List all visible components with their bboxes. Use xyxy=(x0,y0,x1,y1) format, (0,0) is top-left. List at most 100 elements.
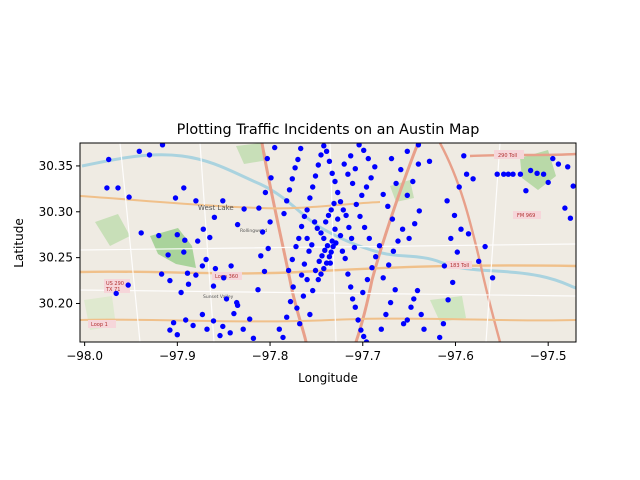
incident-point xyxy=(326,254,333,260)
x-tick-label: −97.8 xyxy=(252,349,289,363)
incident-point xyxy=(138,230,144,236)
incident-point xyxy=(167,327,173,333)
incident-point xyxy=(412,221,418,227)
incident-point xyxy=(284,314,290,320)
incident-point xyxy=(458,226,464,232)
incident-point xyxy=(217,332,223,339)
incident-point xyxy=(300,293,307,299)
incident-point xyxy=(355,317,361,323)
incident-point xyxy=(272,144,278,151)
incident-point xyxy=(461,153,467,159)
svg-text:US 290: US 290 xyxy=(106,281,124,287)
incident-point xyxy=(210,283,217,289)
incident-point xyxy=(352,304,358,310)
incident-point xyxy=(250,335,257,341)
incident-point xyxy=(318,271,324,277)
incident-point xyxy=(210,318,217,324)
incident-point xyxy=(349,296,356,302)
incident-point xyxy=(332,178,338,185)
incident-point xyxy=(332,226,338,232)
svg-text:West Lake: West Lake xyxy=(198,204,234,212)
incident-point xyxy=(400,321,407,327)
incident-point xyxy=(172,195,179,201)
incident-point xyxy=(448,235,454,242)
y-tick-label: 30.25 xyxy=(39,251,73,265)
incident-point xyxy=(304,276,310,283)
svg-text:Loop 1: Loop 1 xyxy=(91,322,108,328)
incident-point xyxy=(326,158,333,164)
incident-point xyxy=(440,321,447,327)
incident-point xyxy=(241,206,247,212)
incident-point xyxy=(331,200,337,207)
incident-point xyxy=(184,270,191,276)
incident-point xyxy=(386,262,392,268)
incident-point xyxy=(190,322,196,329)
incident-points xyxy=(104,143,576,342)
incident-point xyxy=(523,188,529,194)
incident-point xyxy=(456,184,462,190)
incident-point xyxy=(365,155,371,162)
incident-point xyxy=(286,187,293,193)
svg-text:290 Toll: 290 Toll xyxy=(498,153,517,159)
incident-point xyxy=(366,235,372,242)
incident-point xyxy=(240,326,246,332)
incident-point xyxy=(159,143,166,148)
incident-point xyxy=(418,311,424,318)
incident-point xyxy=(292,165,298,171)
incident-point xyxy=(404,192,410,198)
incident-point xyxy=(555,161,562,167)
incident-point xyxy=(267,219,273,225)
incident-point xyxy=(312,173,319,179)
incident-point xyxy=(287,298,294,305)
incident-point xyxy=(380,191,386,198)
incident-point xyxy=(395,238,401,244)
incident-point xyxy=(297,321,303,327)
incident-point xyxy=(363,184,370,190)
incident-point xyxy=(307,311,313,318)
incident-point xyxy=(404,317,410,323)
incident-point xyxy=(505,171,511,177)
y-tick-label: 30.35 xyxy=(39,159,73,173)
x-tick-label: −97.6 xyxy=(437,349,474,363)
incident-point xyxy=(360,289,366,296)
incident-point xyxy=(567,215,574,221)
incident-point xyxy=(476,258,482,264)
incident-point xyxy=(318,230,324,236)
incident-point xyxy=(345,271,351,277)
incident-point xyxy=(211,214,218,220)
incident-point xyxy=(517,171,524,177)
svg-text:Loop 360: Loop 360 xyxy=(215,274,238,280)
svg-text:TX 71: TX 71 xyxy=(105,287,120,293)
incident-point xyxy=(200,226,206,232)
incident-point xyxy=(390,248,397,254)
incident-point xyxy=(416,208,422,214)
incident-point xyxy=(294,305,300,311)
incident-point xyxy=(315,276,321,283)
svg-text:183 Toll: 183 Toll xyxy=(450,263,469,269)
incident-point xyxy=(146,152,153,158)
incident-point xyxy=(284,198,290,204)
incident-point xyxy=(444,198,450,204)
incident-point xyxy=(174,332,180,338)
incident-point xyxy=(204,326,210,332)
incident-point xyxy=(352,166,358,172)
incident-point xyxy=(421,326,427,332)
incident-point xyxy=(295,156,301,163)
incident-point xyxy=(346,224,352,231)
incident-point xyxy=(333,240,339,246)
incident-point xyxy=(258,253,264,259)
incident-point xyxy=(323,260,330,266)
plot-frame xyxy=(79,142,577,343)
incident-point xyxy=(465,231,472,237)
incident-point xyxy=(321,265,327,272)
incident-point xyxy=(361,333,367,340)
incident-point xyxy=(311,219,318,225)
incident-point xyxy=(174,232,180,238)
incident-point xyxy=(349,180,356,187)
incident-point xyxy=(234,299,240,306)
incident-point xyxy=(199,263,206,269)
incident-point xyxy=(309,242,315,248)
incident-point xyxy=(104,185,110,191)
incident-point xyxy=(312,267,319,274)
incident-point xyxy=(388,155,395,162)
